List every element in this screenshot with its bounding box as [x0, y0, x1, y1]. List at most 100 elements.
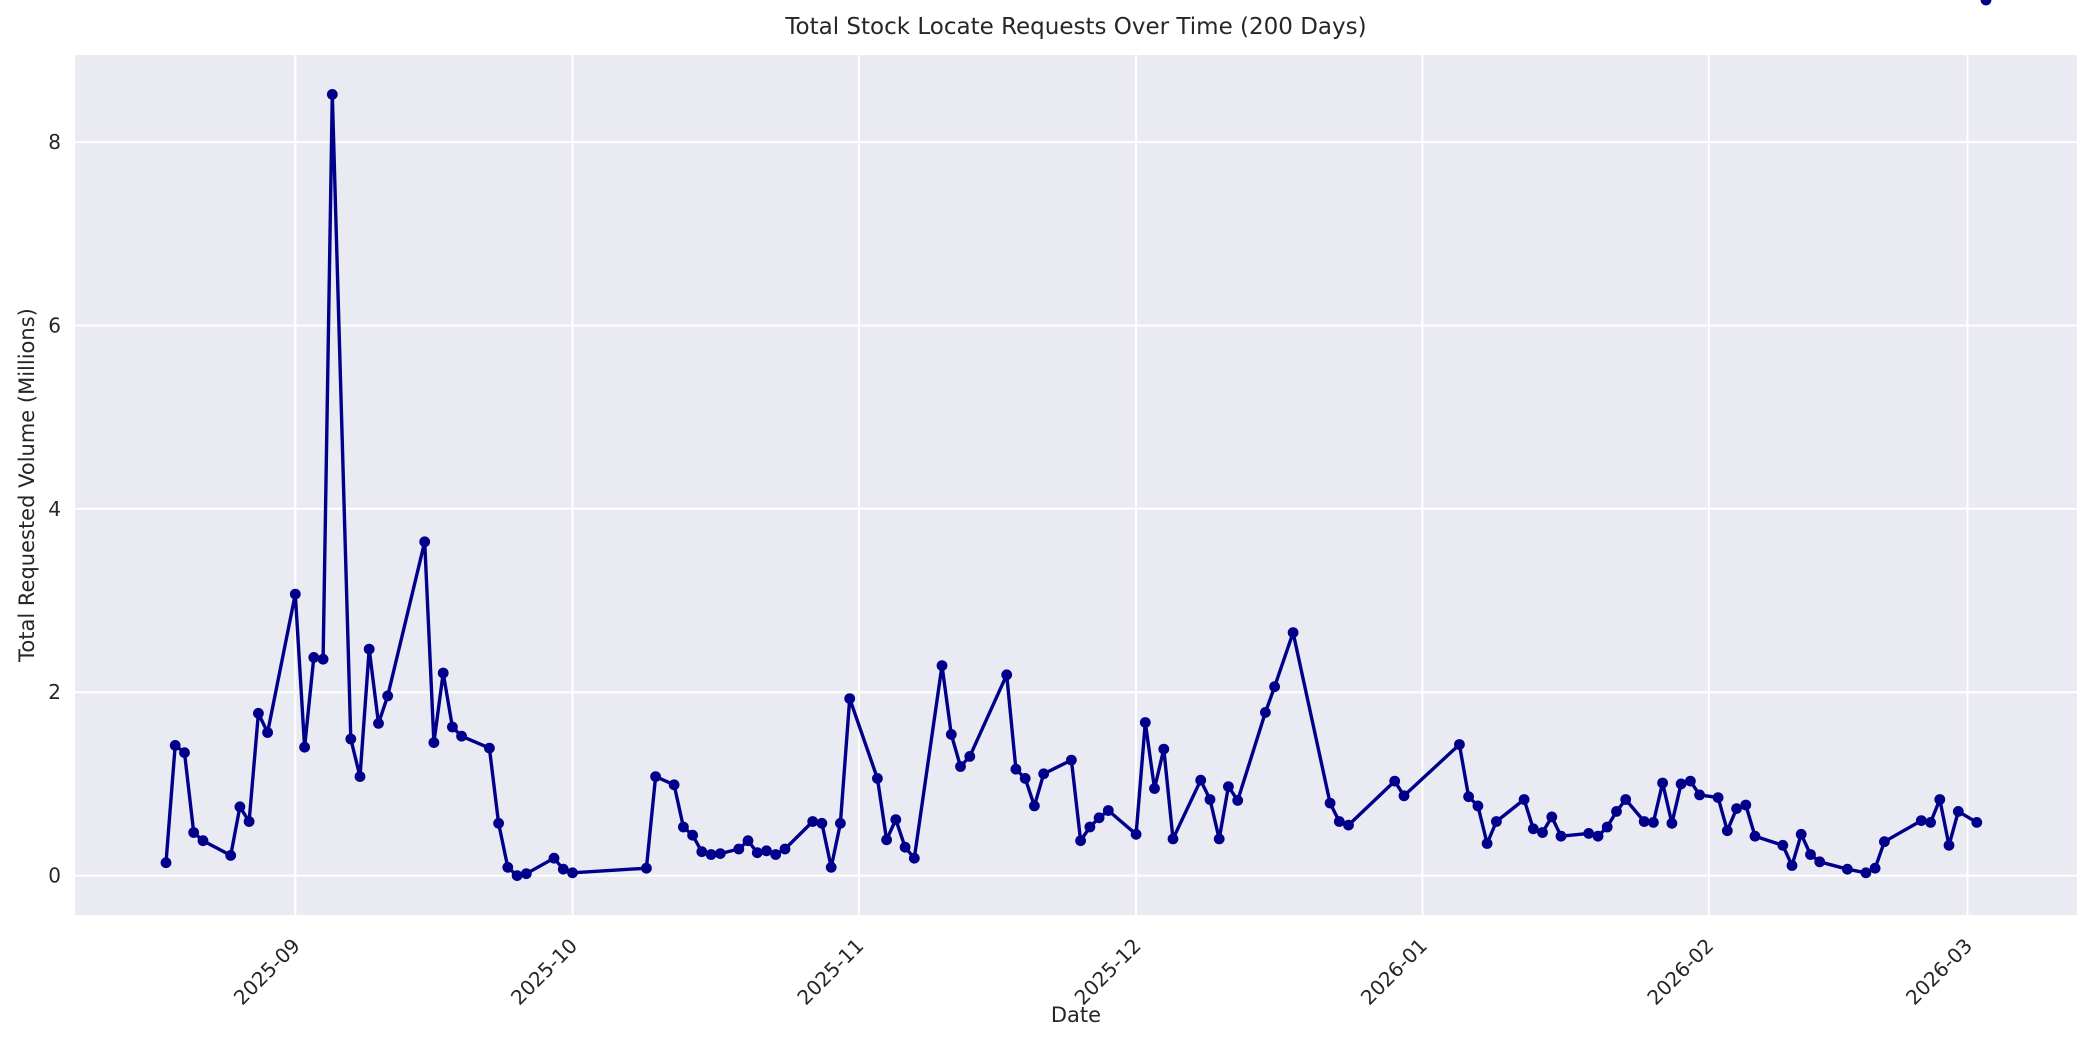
chart-title: Total Stock Locate Requests Over Time (2…: [785, 14, 1367, 40]
y-tick-label: 8: [48, 130, 61, 154]
data-point: [1648, 817, 1659, 828]
data-point: [1943, 839, 1955, 851]
data-point: [733, 843, 745, 855]
data-point: [1980, 0, 1992, 6]
data-point: [1749, 830, 1761, 842]
data-point: [1463, 791, 1474, 803]
data-point: [1971, 817, 1983, 828]
data-point: [1712, 792, 1724, 803]
data-point: [548, 852, 560, 864]
data-point: [1842, 863, 1853, 875]
data-point: [641, 862, 652, 874]
data-point: [317, 653, 329, 665]
data-point: [1130, 828, 1142, 840]
data-point: [345, 733, 357, 745]
data-point: [437, 667, 449, 679]
data-point: [1029, 800, 1040, 812]
data-point: [447, 721, 458, 733]
data-point: [1879, 836, 1890, 848]
data-point: [696, 846, 708, 858]
y-tick-label: 0: [48, 864, 61, 888]
x-tick-label: 2025-11: [792, 934, 868, 1010]
data-point: [705, 849, 717, 860]
data-point: [567, 867, 578, 879]
data-point: [1777, 839, 1789, 851]
data-point: [1925, 817, 1936, 828]
data-point: [1102, 805, 1114, 816]
data-point: [945, 729, 957, 740]
x-tick-label: 2025-09: [229, 934, 305, 1010]
data-point: [825, 861, 837, 873]
data-point: [1167, 833, 1179, 845]
data-point: [1518, 794, 1530, 805]
data-point: [373, 718, 384, 729]
y-tick-label: 4: [48, 497, 61, 521]
data-point: [1343, 819, 1354, 831]
data-point: [502, 861, 514, 873]
data-point: [1657, 777, 1668, 789]
plot-background: [75, 55, 2077, 915]
data-point: [1592, 830, 1604, 842]
data-point: [844, 693, 856, 704]
data-point: [326, 89, 338, 100]
data-point: [511, 870, 523, 881]
data-point: [1491, 816, 1502, 827]
data-point: [1795, 828, 1807, 840]
x-tick-label: 2026-02: [1642, 934, 1718, 1010]
data-point: [1333, 816, 1345, 827]
data-point: [1814, 856, 1826, 868]
data-point: [382, 690, 394, 702]
data-point: [1583, 828, 1595, 839]
data-point: [1213, 833, 1225, 845]
data-point: [1066, 754, 1077, 766]
data-point: [1601, 821, 1613, 833]
data-point: [1546, 811, 1558, 823]
data-point: [557, 863, 569, 875]
data-point: [761, 845, 772, 857]
data-point: [1204, 794, 1216, 805]
data-point: [299, 741, 310, 753]
data-point: [1952, 806, 1964, 817]
data-point: [1010, 763, 1022, 775]
data-point: [1287, 627, 1299, 638]
data-point: [650, 771, 661, 782]
data-point: [890, 814, 902, 825]
data-point: [225, 850, 237, 861]
x-tick-label: 2025-12: [1070, 934, 1146, 1010]
data-point: [197, 835, 209, 847]
data-point: [1611, 806, 1622, 817]
data-point: [816, 817, 828, 829]
data-point: [354, 771, 366, 782]
data-point: [955, 761, 966, 772]
data-point: [881, 834, 892, 846]
data-point: [899, 841, 911, 853]
data-point: [1149, 783, 1160, 794]
data-point: [428, 737, 440, 748]
data-point: [1675, 778, 1687, 790]
data-point: [520, 868, 532, 880]
data-point: [1260, 707, 1271, 718]
data-point: [1721, 825, 1733, 837]
data-point: [1731, 803, 1742, 814]
data-point: [308, 652, 320, 663]
data-point: [1527, 823, 1539, 835]
data-point: [1472, 800, 1484, 812]
data-point: [742, 835, 754, 847]
data-point: [751, 847, 763, 859]
data-point: [419, 536, 431, 548]
data-point: [1869, 862, 1881, 874]
data-point: [1638, 816, 1650, 827]
data-point: [1934, 794, 1946, 805]
data-point: [1786, 860, 1798, 871]
data-point: [456, 730, 467, 742]
data-point: [1139, 717, 1151, 728]
data-point: [1158, 743, 1170, 755]
data-point: [1685, 775, 1696, 787]
data-point: [1805, 849, 1816, 860]
data-point: [1555, 830, 1567, 842]
data-point: [1389, 775, 1401, 787]
data-point: [908, 852, 920, 864]
data-point: [1324, 797, 1336, 809]
data-point: [964, 751, 976, 762]
